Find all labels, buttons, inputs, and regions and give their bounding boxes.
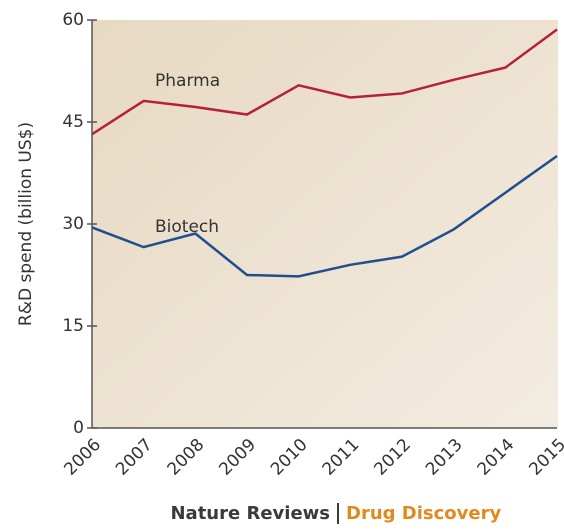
x-tick-label: 2011 [319,435,364,480]
footer: Nature Reviews Drug Discovery [170,503,501,524]
y-tick-label: 60 [62,10,84,30]
y-axis-label: R&D spend (billion US$) [16,122,36,326]
x-tick-label: 2013 [422,435,467,480]
x-tick-label: 2014 [474,435,519,480]
plot-background [92,20,558,428]
source-section: Drug Discovery [346,503,501,524]
x-tick-label: 2007 [112,435,157,480]
y-tick-label: 0 [73,418,84,438]
series-line [91,28,558,136]
y-tick-label: 30 [62,214,84,234]
x-tick-label: 2015 [525,435,564,480]
y-tick-label: 15 [62,316,84,336]
series-label: Pharma [155,71,220,91]
y-tick-label: 45 [62,112,84,132]
x-tick-label: 2010 [267,435,312,480]
series-label: Biotech [155,217,219,237]
x-tick-label: 2012 [370,435,415,480]
source-journal: Nature Reviews [170,503,330,524]
x-tick-label: 2009 [215,435,260,480]
x-tick-label: 2008 [164,435,209,480]
x-tick-label: 2006 [60,435,105,480]
series-line [91,154,558,278]
